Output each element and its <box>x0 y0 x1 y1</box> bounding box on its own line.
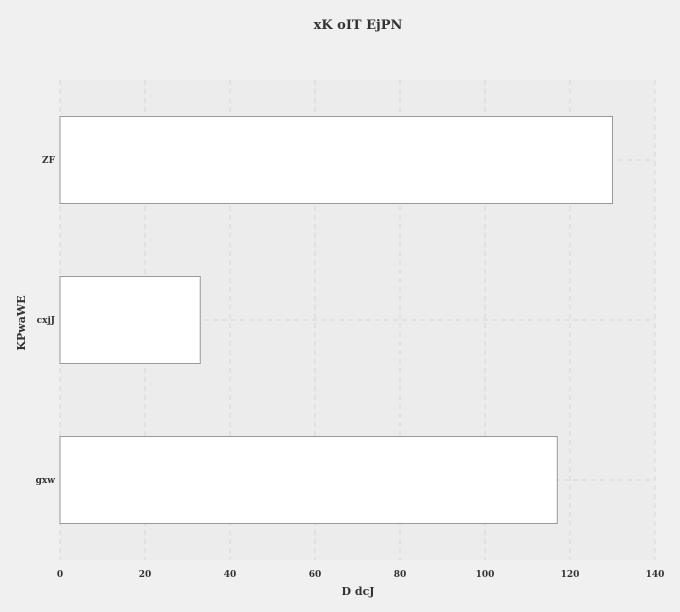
x-tick-label: 20 <box>139 570 152 580</box>
chart-title: xK oIT EjPN <box>314 18 403 33</box>
x-tick-label: 80 <box>394 570 407 580</box>
y-category-label: ZF <box>42 156 56 166</box>
bar-ZF <box>59 116 613 204</box>
y-category-label: gxw <box>36 476 56 486</box>
x-tick-labels: 0 20 40 60 80 100 120 140 <box>57 570 665 580</box>
x-tick-label: 0 <box>57 570 63 580</box>
bars <box>59 116 613 524</box>
x-tick-label: 120 <box>561 570 580 580</box>
bar-gxw <box>59 436 558 524</box>
x-tick-label: 40 <box>224 570 237 580</box>
x-tick-label: 60 <box>309 570 322 580</box>
x-tick-label: 140 <box>646 570 665 580</box>
x-axis-label: D dcJ <box>342 585 375 598</box>
y-category-label: cxjJ <box>37 316 55 326</box>
y-category-labels: ZF cxjJ gxw <box>36 156 56 486</box>
x-tick-label: 100 <box>476 570 495 580</box>
bar-cxjJ <box>59 276 201 364</box>
y-axis-label: KPwaWE <box>15 295 28 350</box>
